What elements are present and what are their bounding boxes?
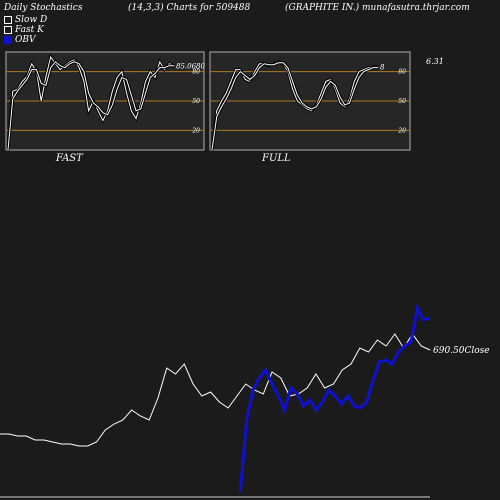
tick-label-80: 80 <box>192 69 200 76</box>
swatch-icon <box>4 26 12 34</box>
series-line-slow-d <box>211 62 378 151</box>
swatch-icon <box>4 36 12 44</box>
series-line-obv <box>238 303 431 493</box>
chart-subtitle: (14,3,3) Charts for 509488 <box>128 3 251 13</box>
value-label: 8 <box>380 64 385 72</box>
full-panel-label: FULL <box>262 153 291 164</box>
tick-label-80: 80 <box>398 69 406 76</box>
legend-label: Fast K <box>15 25 44 35</box>
legend-item-slow-d: Slow D <box>4 15 47 25</box>
legend-label: Slow D <box>15 15 48 25</box>
legend-label: OBV <box>15 35 36 45</box>
tick-label-50: 50 <box>398 98 406 105</box>
tick-label-20: 20 <box>191 127 200 134</box>
close-value-label: 690.50Close <box>433 346 490 356</box>
swatch-icon <box>4 16 12 24</box>
tick-label-20: 20 <box>397 127 406 134</box>
series-line-slow-d <box>7 61 174 151</box>
chart-title: Daily Stochastics <box>4 3 83 13</box>
chart-source: (GRAPHITE IN.) munafasutra.thrjar.com <box>285 3 470 13</box>
legend-item-fast-k: Fast K <box>4 25 47 35</box>
side-value-label: 6.31 <box>426 57 444 66</box>
tick-label-50: 50 <box>192 98 200 105</box>
legend-item-obv: OBV <box>4 35 47 45</box>
legend: Slow D Fast K OBV <box>4 15 47 45</box>
series-line-close <box>0 333 431 447</box>
value-label: 85.0680 <box>176 63 205 71</box>
fast-panel-label: FAST <box>56 153 83 164</box>
